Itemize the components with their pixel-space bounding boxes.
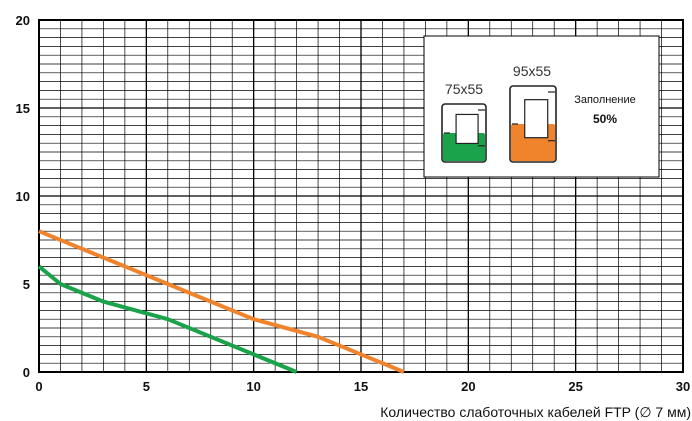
series-line-75x55 (37, 264, 298, 374)
y-tick-label: 20 (16, 13, 30, 28)
plot-frame (38, 19, 684, 373)
fill-value: 50% (593, 112, 617, 126)
x-tick-label: 0 (35, 379, 42, 394)
series-layer (37, 229, 405, 374)
x-tick-label: 30 (676, 379, 690, 394)
chart-grid (38, 19, 684, 373)
legend-box: 75x55 95x55 Заполнение 50% (423, 35, 660, 178)
x-tick-label: 20 (461, 379, 475, 394)
x-axis-label: Количество слаботочных кабелей FTP (∅ 7 … (380, 404, 691, 420)
y-tick-label: 15 (16, 101, 30, 116)
x-tick-label: 10 (246, 379, 260, 394)
duct-cover (455, 113, 479, 145)
y-tick-label: 5 (23, 277, 30, 292)
y-tick-label: 0 (23, 365, 30, 380)
legend-label-95x55: 95x55 (513, 63, 551, 79)
legend-label-75x55: 75x55 (445, 81, 483, 97)
duct-cover (524, 99, 549, 139)
x-tick-label: 25 (568, 379, 582, 394)
duct-95x55-icon (509, 85, 557, 163)
y-tick-label: 10 (16, 189, 30, 204)
tick-labels: 0 5 10 15 20 25 30 0 5 10 15 20 (16, 13, 691, 394)
fill-label: Заполнение (574, 94, 636, 106)
duct-75x55-icon (441, 103, 487, 163)
x-tick-label: 15 (354, 379, 368, 394)
x-tick-label: 5 (143, 379, 150, 394)
series-line-95x55 (38, 229, 405, 374)
